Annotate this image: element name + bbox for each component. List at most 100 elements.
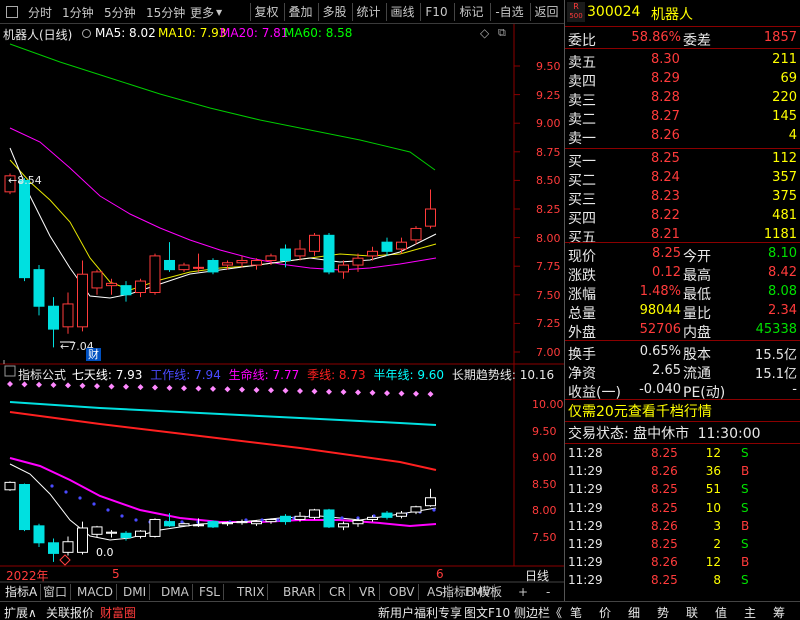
indicator-candle-up [236, 521, 248, 524]
trade-status: 交易状态: 盘中休市 11:30:00 [568, 426, 761, 442]
diamond-settings-icon[interactable]: ◇ [480, 26, 490, 40]
high-price-annotation: ←8.54 [8, 174, 42, 187]
tick-direction: S [741, 537, 749, 551]
stock-name: 机器人 [651, 7, 693, 23]
indicator-bottom-label: 0.0 [96, 546, 114, 559]
template-tab[interactable]: 指标B [442, 585, 475, 599]
template-tab[interactable]: - [546, 585, 551, 599]
remove-watchlist-button[interactable]: -自选 [490, 3, 528, 21]
tick-price: 8.25 [651, 482, 678, 497]
indicator-tab[interactable]: DMI [120, 584, 151, 600]
stats-row: 外盘 52706 内盘 45338 [565, 320, 800, 341]
mark-button[interactable]: 标记 [454, 3, 488, 21]
related-quote-button[interactable]: 关联报价 [46, 606, 95, 620]
side-tab[interactable]: 势 [657, 606, 670, 620]
trend-diamond-marker [340, 389, 347, 396]
side-tab[interactable]: 筹 [773, 606, 786, 620]
stat-label: 今开 [683, 249, 711, 265]
period-tab-5min[interactable]: 5分钟 [104, 6, 136, 20]
side-tab[interactable]: 细 [628, 606, 641, 620]
tick-time: 11:29 [568, 555, 603, 570]
sidebar-button[interactable]: 侧边栏《 [514, 606, 563, 620]
indicator-tick-label: 10.00 [532, 398, 564, 411]
expand-icon[interactable]: ⧉ [498, 26, 506, 39]
indicator-tab[interactable]: CR [326, 584, 350, 600]
period-tab-fenshi[interactable]: 分时 [28, 6, 53, 20]
promo-link[interactable]: 仅需20元查看千档行情 [568, 404, 712, 420]
candle-up [178, 264, 190, 271]
price-tick-label: 7.25 [536, 317, 561, 331]
indicator-candle-up [135, 530, 146, 537]
overlay-button[interactable]: 叠加 [284, 3, 316, 21]
financial-report-badge[interactable]: 财 [86, 348, 101, 361]
f10-button[interactable]: F10 [420, 3, 452, 21]
indicator-candle-down [120, 532, 132, 539]
template-tab[interactable]: 模板 [478, 585, 503, 599]
trend-diamond-marker [369, 389, 376, 396]
indicator-tab[interactable]: OBV [386, 584, 419, 600]
kline-chart[interactable] [0, 24, 564, 602]
graphic-f10-button[interactable]: 图文F10 [464, 606, 511, 620]
side-tab[interactable]: 笔 [570, 606, 583, 620]
side-tab[interactable]: 价 [599, 606, 612, 620]
period-tab-15min[interactable]: 15分钟 [146, 6, 186, 20]
indicator-tab[interactable]: EMV [462, 584, 496, 600]
indicator-tab[interactable]: TRIX [234, 584, 269, 600]
half-year-line [9, 401, 437, 426]
back-button[interactable]: 返回 [530, 3, 562, 21]
order-book-volume: 145 [772, 109, 797, 124]
trend-diamond-marker [7, 381, 13, 387]
side-tab[interactable]: 主 [744, 606, 757, 620]
trend-diamond-marker [326, 388, 332, 395]
wei-bi-label: 委比 [568, 33, 596, 49]
indicator-tab[interactable]: VR [356, 584, 380, 600]
ma-toggle-icon[interactable] [82, 29, 91, 38]
tick-direction: S [741, 573, 749, 588]
indicator-tab[interactable]: DMA [158, 584, 193, 600]
trend-diamond-marker [181, 385, 187, 392]
order-book-price: 8.22 [651, 208, 680, 223]
menu-square-icon[interactable] [6, 6, 18, 18]
adjust-button[interactable]: 复权 [250, 3, 282, 21]
exchange-badge: R 500 [567, 2, 585, 22]
indicator-title[interactable]: 指标公式 [18, 368, 67, 382]
stat-value: 8.08 [768, 284, 797, 299]
stats-row: 收益(一) -0.040 PE(动) - [565, 380, 800, 401]
wealth-circle-button[interactable]: 财富圈 [100, 606, 137, 620]
stat-label: 现价 [568, 249, 596, 265]
work-line-dot [356, 516, 360, 520]
indicator-candle-up [425, 497, 436, 507]
indicator-candle-up [309, 509, 320, 518]
indicator-tab[interactable]: FSL [196, 584, 224, 600]
period-tab-1min[interactable]: 1分钟 [62, 6, 94, 20]
wei-bi-value: 58.86% [631, 30, 681, 45]
indicator-tab[interactable]: 指标A [2, 584, 42, 600]
side-tab[interactable]: 值 [715, 606, 728, 620]
statistics-button[interactable]: 统计 [352, 3, 384, 21]
candle-up [425, 208, 436, 227]
candle-up [149, 255, 161, 294]
indicator-tab[interactable]: ASI [424, 584, 451, 600]
expand-button[interactable]: 扩展∧ [4, 606, 37, 620]
tick-volume: 3 [713, 518, 721, 533]
work-line-dot [260, 518, 264, 522]
more-chevron-icon[interactable]: ▼ [216, 8, 223, 17]
side-tab[interactable]: 联 [686, 606, 699, 620]
new-user-promo[interactable]: 新用户福利专享 [378, 606, 463, 620]
chart-toolbar: 分时 1分钟 5分钟 15分钟 更多 ▼ 复权 叠加 多股 统计 画线 F10 … [0, 0, 564, 24]
indicator-tab[interactable]: MACD [74, 584, 117, 600]
tick-time: 11:29 [568, 573, 603, 588]
multi-stock-button[interactable]: 多股 [318, 3, 350, 21]
trend-diamond-marker [21, 381, 28, 388]
indicator-tab[interactable]: 窗口 [40, 584, 72, 600]
tick-time: 11:29 [568, 518, 603, 533]
indicator-tab[interactable]: BRAR [280, 584, 320, 600]
period-label[interactable]: 日线 [525, 569, 550, 583]
trend-diamond-marker [36, 381, 42, 388]
draw-line-button[interactable]: 画线 [386, 3, 418, 21]
template-tab[interactable]: + [518, 585, 529, 599]
order-book-label: 卖一 [568, 131, 596, 147]
stat-value: 8.10 [768, 246, 797, 261]
stat-label: 流通 [683, 366, 711, 382]
period-tab-more[interactable]: 更多 [190, 6, 215, 20]
